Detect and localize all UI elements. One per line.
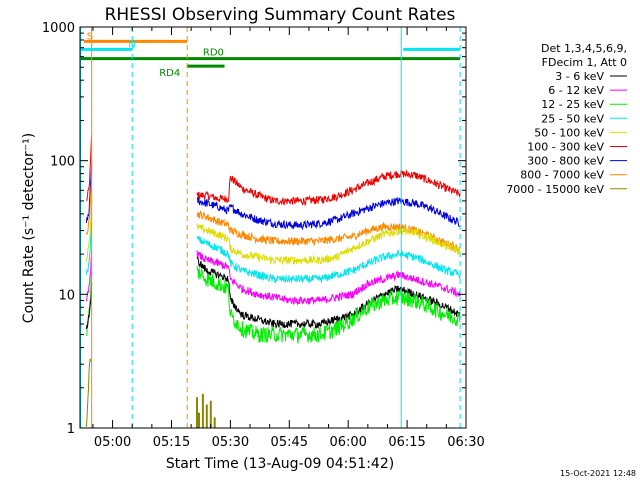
legend: Det 1,3,4,5,6,9, FDecim 1, Att 0 3 - 6 k… bbox=[506, 42, 627, 196]
x-tick-label: 05:15 bbox=[153, 435, 190, 450]
legend-entry-label: 3 - 6 keV bbox=[555, 70, 604, 83]
y-tick-label: 1000 bbox=[42, 21, 75, 36]
series-line-50-100-kev-part-1 bbox=[85, 208, 93, 262]
y-tick-label: 1 bbox=[67, 422, 75, 437]
data-layer bbox=[85, 135, 461, 428]
series-line-800-7000-kev-part-2 bbox=[196, 210, 461, 253]
legend-header-line-2: FDecim 1, Att 0 bbox=[542, 56, 627, 69]
series-line-25-50-kev-part-2 bbox=[196, 236, 461, 284]
legend-entry-label: 7000 - 15000 keV bbox=[506, 183, 604, 196]
plot-frame bbox=[79, 26, 467, 429]
legend-entry-label: 50 - 100 keV bbox=[534, 126, 604, 139]
x-tick-label: 05:00 bbox=[94, 435, 131, 450]
series-line-300-800-kev-part-2 bbox=[196, 196, 461, 231]
flag-label-rd4: RD4 bbox=[159, 68, 180, 79]
x-axis-ticks: 05:00 05:15 05:30 05:45 06:00 06:15 06:30 bbox=[92, 27, 485, 450]
series-line-300-800-kev-part-1 bbox=[85, 163, 93, 223]
series-line-7000-15000-kev-part-2 bbox=[196, 393, 216, 428]
x-axis-label: Start Time (13-Aug-09 04:51:42) bbox=[166, 456, 394, 472]
y-tick-label: 10 bbox=[58, 288, 75, 303]
series-line-6-12-kev-part-2 bbox=[196, 250, 461, 306]
flag-label-n: N bbox=[128, 39, 135, 50]
series-line-3-6-kev-part-2 bbox=[196, 256, 461, 330]
x-tick-label: 05:45 bbox=[271, 435, 308, 450]
x-tick-label: 06:15 bbox=[388, 435, 425, 450]
series-line-100-300-kev-part-2 bbox=[196, 169, 461, 207]
legend-entry-label: 6 - 12 keV bbox=[548, 84, 604, 97]
y-axis-label: Count Rate (s⁻¹ detector⁻¹) bbox=[21, 133, 37, 323]
flag-bars: S N RD0 RD4 bbox=[80, 31, 461, 79]
legend-entry-label: 25 - 50 keV bbox=[541, 112, 604, 125]
series-line-3-6-kev-part-1 bbox=[85, 282, 93, 330]
legend-entry-label: 100 - 300 keV bbox=[527, 141, 604, 154]
footer-timestamp: 15-Oct-2021 12:48 bbox=[560, 469, 636, 478]
legend-entry-label: 300 - 800 keV bbox=[527, 155, 604, 168]
x-tick-label: 06:30 bbox=[447, 435, 484, 450]
flag-label-rd0: RD0 bbox=[203, 48, 224, 59]
x-tick-label: 06:00 bbox=[329, 435, 366, 450]
y-axis-ticks: 1 10 100 1000 bbox=[42, 21, 466, 437]
series-line-100-300-kev-part-1 bbox=[86, 135, 93, 202]
legend-entry-label: 12 - 25 keV bbox=[541, 98, 604, 111]
y-tick-label: 100 bbox=[50, 155, 75, 170]
chart-title: RHESSI Observing Summary Count Rates bbox=[105, 5, 456, 25]
flag-label-s: S bbox=[87, 31, 93, 42]
event-lines bbox=[80, 27, 461, 428]
x-tick-label: 05:30 bbox=[212, 435, 249, 450]
series-line-7000-15000-kev-part-1 bbox=[85, 358, 93, 427]
series-line-25-50-kev-part-1 bbox=[85, 222, 93, 275]
series-line-800-7000-kev-part-1 bbox=[85, 176, 93, 236]
legend-entry-label: 800 - 7000 keV bbox=[520, 169, 604, 182]
series-line-50-100-kev-part-2 bbox=[196, 223, 461, 266]
legend-header-line-1: Det 1,3,4,5,6,9, bbox=[541, 42, 627, 55]
series-line-12-25-kev-part-2 bbox=[196, 265, 461, 345]
